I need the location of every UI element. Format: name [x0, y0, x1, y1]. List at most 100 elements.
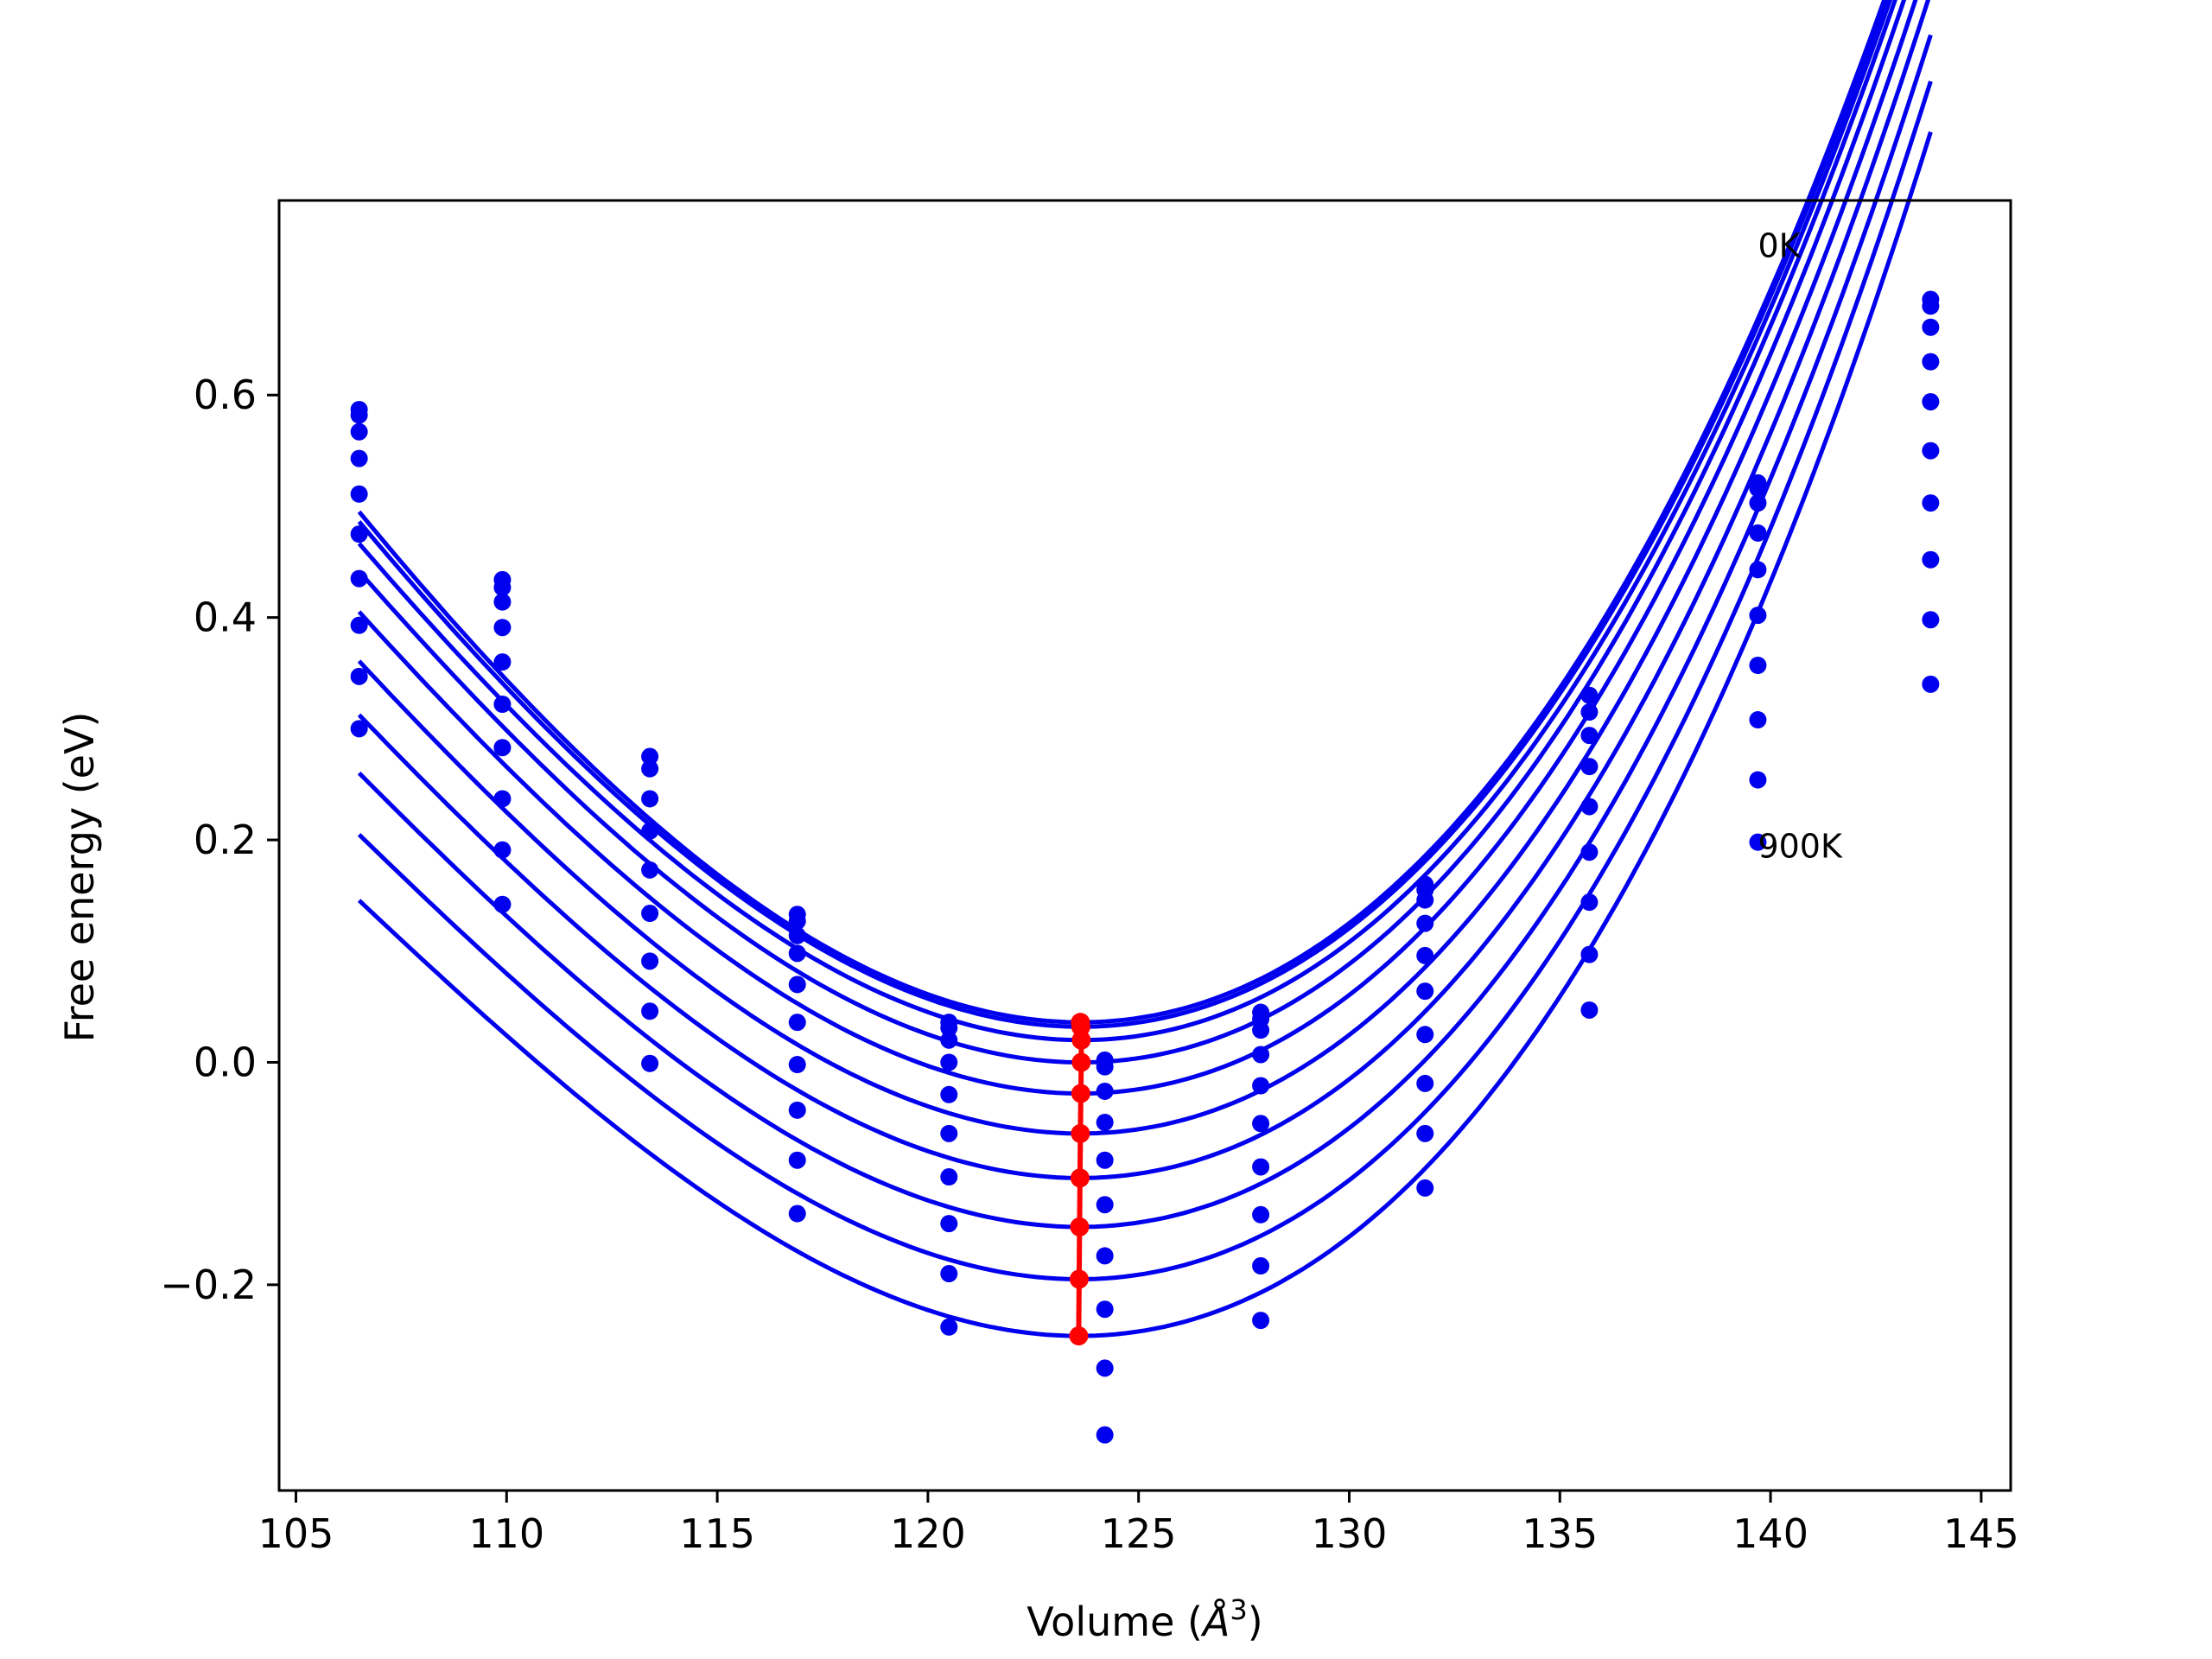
data-point [1252, 1312, 1270, 1330]
y-ticks: −0.2 0.0 0.2 0.4 0.6 [160, 372, 279, 1308]
data-point [350, 616, 368, 634]
data-point [641, 905, 659, 923]
data-point [1416, 1124, 1434, 1142]
data-point [940, 1053, 958, 1071]
x-tick-label: 125 [1101, 1510, 1177, 1557]
fit-curve-5 [357, 0, 1918, 1136]
x-axis-label-exponent: 3 [1230, 1593, 1247, 1626]
data-point [1749, 494, 1767, 512]
data-point [1922, 675, 1940, 693]
data-point [940, 1318, 958, 1336]
data-point [1416, 1074, 1434, 1092]
x-tick-label: 135 [1522, 1510, 1598, 1557]
data-point [1580, 758, 1599, 776]
x-tick-label: 115 [679, 1510, 755, 1557]
data-point [1416, 914, 1434, 932]
data-point [1580, 686, 1599, 704]
data-point [1252, 1115, 1270, 1133]
data-point [788, 944, 806, 963]
data-point [1096, 1426, 1114, 1444]
minimum-point [1071, 1123, 1090, 1143]
minimum-point [1069, 1326, 1089, 1346]
x-tick-label: 120 [890, 1510, 966, 1557]
data-point [493, 653, 512, 671]
data-point [1580, 945, 1599, 963]
data-point [788, 1056, 806, 1074]
data-point [1922, 392, 1940, 410]
x-axis-label: Volume (Å3) [1027, 1593, 1262, 1645]
data-point [940, 1215, 958, 1233]
data-point [350, 423, 368, 441]
data-point [1749, 711, 1767, 729]
data-point [1749, 607, 1767, 625]
x-axis-label-close: ) [1248, 1599, 1263, 1645]
y-tick-label: 0.6 [194, 372, 257, 418]
fit-curve-3 [357, 0, 1897, 1065]
data-point [1922, 494, 1940, 512]
fit-curve-4 [357, 0, 1907, 1096]
data-point [940, 1019, 958, 1037]
data-point [493, 790, 512, 808]
data-point [1096, 1359, 1114, 1377]
data-point [493, 739, 512, 757]
data-point [1749, 524, 1767, 542]
x-tick-label: 105 [258, 1510, 334, 1557]
data-point [1922, 611, 1940, 629]
data-point [350, 569, 368, 588]
data-point [1922, 353, 1940, 371]
data-point [641, 952, 659, 970]
minimum-line-group [1069, 1013, 1091, 1346]
data-point [1096, 1300, 1114, 1319]
data-point [493, 895, 512, 913]
minimum-point [1071, 1084, 1090, 1103]
minimum-point [1070, 1168, 1090, 1188]
data-point [940, 1124, 958, 1142]
annotations: 0K 900K [1758, 226, 1843, 865]
fit-curve-0 [357, 0, 1887, 1025]
data-point [641, 1002, 659, 1020]
data-point [1749, 480, 1767, 498]
data-point [1252, 1046, 1270, 1064]
x-ticks: 105 110 115 120 125 130 135 140 145 [258, 1491, 2019, 1557]
data-point [1749, 561, 1767, 579]
data-point [788, 912, 806, 931]
data-point [1922, 550, 1940, 569]
data-point [350, 720, 368, 738]
data-point [641, 1054, 659, 1072]
fit-curve-8 [357, 80, 1933, 1281]
data-point [1096, 1196, 1114, 1214]
fit-curve-7 [357, 34, 1933, 1230]
data-points [350, 290, 1940, 1444]
data-point [350, 449, 368, 467]
data-point [940, 1085, 958, 1103]
data-point [788, 976, 806, 994]
data-point [1580, 703, 1599, 721]
y-tick-label: 0.2 [194, 817, 257, 863]
data-point [1922, 442, 1940, 460]
data-point [493, 578, 512, 596]
data-point [1252, 1158, 1270, 1176]
data-point [1096, 1113, 1114, 1131]
x-tick-label: 145 [1943, 1510, 2019, 1557]
y-axis-label: Free energy (eV) [56, 712, 103, 1043]
data-point [493, 841, 512, 859]
data-point [493, 696, 512, 714]
y-tick-label: 0.4 [194, 594, 257, 641]
data-point [350, 525, 368, 543]
data-point [1580, 893, 1599, 912]
minimum-point [1071, 1030, 1091, 1050]
data-point [1580, 798, 1599, 816]
data-point [641, 790, 659, 808]
data-point [1416, 982, 1434, 1001]
data-point [350, 667, 368, 685]
data-point [1749, 771, 1767, 789]
x-tick-label: 110 [468, 1510, 544, 1557]
data-point [641, 760, 659, 778]
fit-curves [357, 0, 1933, 1338]
data-point [1416, 1026, 1434, 1044]
data-point [493, 593, 512, 611]
data-point [1580, 727, 1599, 745]
data-point [788, 1101, 806, 1119]
